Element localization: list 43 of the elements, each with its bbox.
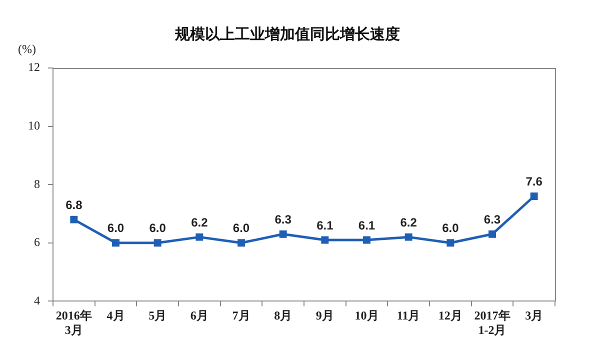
point xyxy=(70,216,78,224)
point xyxy=(446,239,454,247)
x-tick-label: 2017年 1-2月 xyxy=(474,308,510,337)
point xyxy=(363,236,370,244)
x-tick-label: 9月 xyxy=(316,308,334,322)
point xyxy=(404,233,412,241)
data-label: 6.0 xyxy=(107,221,124,236)
data-label: 6.0 xyxy=(149,221,166,236)
x-tick-label: 7月 xyxy=(232,308,250,322)
y-tick-label: 10 xyxy=(28,118,40,132)
y-tick-label: 12 xyxy=(28,60,40,74)
point xyxy=(196,233,204,241)
x-tick-label: 6月 xyxy=(190,308,208,322)
x-tick-label: 4月 xyxy=(106,308,125,322)
chart-title: 规模以上工业增加值同比增长速度 xyxy=(174,24,400,43)
y-tick-label: 8 xyxy=(34,176,40,191)
x-tick-label: 3月 xyxy=(525,308,544,322)
data-label: 6.3 xyxy=(274,212,292,226)
data-label: 6.0 xyxy=(442,221,460,236)
data-label: 6.1 xyxy=(316,218,334,232)
point xyxy=(154,239,162,247)
y-tick-label: 6 xyxy=(34,235,40,250)
x-tick-label: 5月 xyxy=(148,308,167,322)
x-tick-label: 12月 xyxy=(438,308,462,322)
data-label: 7.6 xyxy=(526,174,543,189)
y-axis-title: (%) xyxy=(18,42,36,56)
y-tick-label: 4 xyxy=(34,293,40,308)
point xyxy=(279,230,287,238)
x-tick-label: 11月 xyxy=(396,308,420,322)
data-label: 6.0 xyxy=(232,221,250,236)
point xyxy=(488,230,496,238)
data-label: 6.2 xyxy=(400,215,418,230)
point xyxy=(112,239,120,247)
point xyxy=(238,239,245,247)
data-label: 6.8 xyxy=(66,198,83,212)
data-label: 6.3 xyxy=(484,212,501,226)
x-tick-label: 2016年 3月 xyxy=(56,308,92,337)
x-tick-label: 8月 xyxy=(274,308,292,322)
point xyxy=(530,192,538,200)
data-label: 6.1 xyxy=(358,218,376,232)
data-label: 6.2 xyxy=(191,215,208,230)
point xyxy=(321,236,329,244)
x-tick-label: 10月 xyxy=(354,308,379,322)
